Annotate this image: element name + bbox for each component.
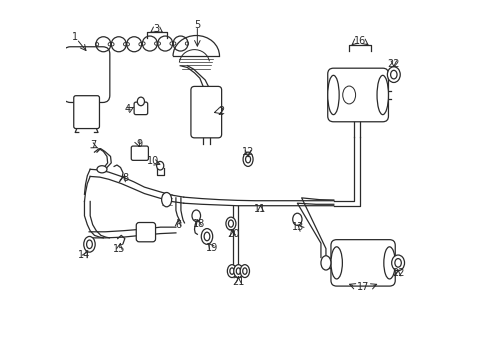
FancyBboxPatch shape <box>134 102 147 114</box>
FancyBboxPatch shape <box>136 222 155 242</box>
Ellipse shape <box>86 240 92 249</box>
Text: 20: 20 <box>226 229 239 239</box>
Ellipse shape <box>292 213 302 225</box>
Ellipse shape <box>330 247 342 279</box>
Ellipse shape <box>162 193 171 207</box>
Ellipse shape <box>342 86 355 104</box>
Ellipse shape <box>390 70 396 79</box>
Text: 3: 3 <box>153 24 160 34</box>
Ellipse shape <box>228 220 233 227</box>
Ellipse shape <box>73 68 100 81</box>
Ellipse shape <box>192 210 200 221</box>
Text: 10: 10 <box>147 156 159 166</box>
Text: 22: 22 <box>391 268 404 278</box>
Text: 4: 4 <box>124 104 130 113</box>
Ellipse shape <box>391 255 404 271</box>
Text: 5: 5 <box>194 19 200 30</box>
Text: 15: 15 <box>112 244 125 253</box>
Ellipse shape <box>137 97 144 106</box>
Ellipse shape <box>383 247 394 279</box>
Text: 1: 1 <box>72 32 78 42</box>
Ellipse shape <box>240 265 249 278</box>
Ellipse shape <box>320 256 330 270</box>
Ellipse shape <box>203 232 209 241</box>
Ellipse shape <box>73 79 100 92</box>
Text: 9: 9 <box>136 139 142 149</box>
FancyBboxPatch shape <box>74 96 99 129</box>
FancyBboxPatch shape <box>131 146 148 160</box>
Text: 6: 6 <box>175 220 181 230</box>
Ellipse shape <box>245 156 250 163</box>
FancyBboxPatch shape <box>63 47 110 103</box>
Text: 2: 2 <box>217 107 223 117</box>
FancyBboxPatch shape <box>327 68 387 122</box>
Text: 21: 21 <box>232 277 244 287</box>
Text: 11: 11 <box>254 203 266 213</box>
Ellipse shape <box>229 268 234 274</box>
Ellipse shape <box>386 67 400 82</box>
Text: 7: 7 <box>90 140 97 150</box>
Text: 22: 22 <box>387 59 399 69</box>
Ellipse shape <box>73 58 100 70</box>
Ellipse shape <box>227 265 236 278</box>
Ellipse shape <box>201 229 212 244</box>
Text: 13: 13 <box>291 222 304 232</box>
Ellipse shape <box>225 217 235 230</box>
Ellipse shape <box>376 75 387 114</box>
Ellipse shape <box>327 75 339 114</box>
Ellipse shape <box>394 258 401 267</box>
Ellipse shape <box>242 268 246 274</box>
Ellipse shape <box>243 152 253 166</box>
Text: 19: 19 <box>206 243 218 253</box>
Text: 16: 16 <box>353 36 365 46</box>
Ellipse shape <box>156 161 163 170</box>
Text: 14: 14 <box>78 250 90 260</box>
Text: 18: 18 <box>193 219 205 229</box>
Ellipse shape <box>233 265 243 278</box>
FancyBboxPatch shape <box>190 86 221 138</box>
Text: 2: 2 <box>218 106 224 116</box>
Text: 8: 8 <box>122 173 129 183</box>
Ellipse shape <box>236 268 240 274</box>
Text: 12: 12 <box>242 147 254 157</box>
Ellipse shape <box>97 166 107 173</box>
Text: 17: 17 <box>356 282 368 292</box>
FancyBboxPatch shape <box>330 240 394 286</box>
Ellipse shape <box>83 237 95 252</box>
